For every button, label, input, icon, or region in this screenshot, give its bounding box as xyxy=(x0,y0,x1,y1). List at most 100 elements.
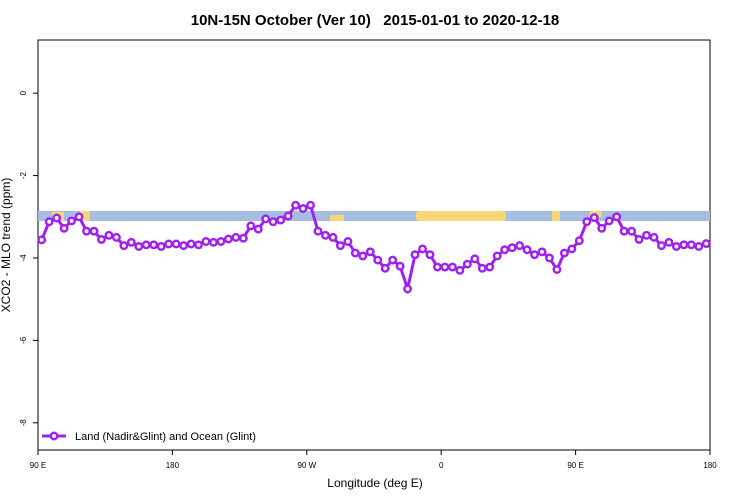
x-tick-label: 90 W xyxy=(297,461,316,470)
data-point xyxy=(186,239,196,249)
data-point xyxy=(657,241,666,251)
data-point xyxy=(216,237,226,246)
data-point xyxy=(634,234,644,244)
data-point xyxy=(567,244,577,254)
data-point xyxy=(358,251,368,261)
data-point xyxy=(59,223,69,233)
x-tick-label: 0 xyxy=(439,461,444,470)
data-point xyxy=(649,232,659,242)
data-point xyxy=(209,237,218,247)
data-point xyxy=(574,236,584,246)
data-point xyxy=(231,232,241,242)
data-point xyxy=(507,243,517,253)
data-point xyxy=(238,233,248,243)
data-point xyxy=(164,239,174,249)
data-point xyxy=(179,241,189,251)
data-point xyxy=(597,223,607,233)
data-point xyxy=(627,226,637,236)
data-point xyxy=(522,245,532,255)
data-point xyxy=(126,237,136,247)
land-patch xyxy=(80,211,90,221)
data-point xyxy=(246,221,256,231)
data-point xyxy=(470,254,480,264)
x-tick-label: 180 xyxy=(166,461,180,470)
data-point xyxy=(447,262,457,272)
y-axis-label: XCO2 - MLO trend (ppm) xyxy=(0,178,13,313)
data-point xyxy=(365,247,375,257)
data-point xyxy=(373,255,383,265)
data-point xyxy=(582,217,592,227)
data-point xyxy=(67,216,77,226)
data-point xyxy=(276,215,286,225)
land-patch xyxy=(552,211,560,221)
data-point xyxy=(52,213,62,223)
data-point xyxy=(380,263,390,273)
data-point xyxy=(335,241,345,251)
data-point xyxy=(485,262,495,272)
data-point xyxy=(298,204,308,213)
data-point xyxy=(701,239,711,249)
data-point xyxy=(440,262,450,272)
data-point xyxy=(343,237,353,246)
data-point xyxy=(141,240,151,250)
legend-marker xyxy=(49,431,59,441)
data-point xyxy=(306,200,315,210)
data-point xyxy=(97,234,106,244)
data-point xyxy=(119,241,129,251)
y-tick-label: 0 xyxy=(19,90,28,95)
data-point xyxy=(283,211,293,221)
data-point xyxy=(223,234,233,244)
data-point xyxy=(156,241,166,251)
data-point xyxy=(418,244,427,254)
data-point xyxy=(612,212,622,222)
data-point xyxy=(492,251,502,261)
y-tick-label: -4 xyxy=(19,254,28,262)
data-point xyxy=(321,230,330,240)
y-tick-label: -6 xyxy=(19,336,28,344)
x-tick-label: 90 E xyxy=(567,461,583,470)
data-point xyxy=(515,241,525,251)
data-point xyxy=(313,226,323,236)
data-point xyxy=(149,240,159,250)
data-point xyxy=(425,250,435,260)
data-point xyxy=(268,217,278,227)
data-point xyxy=(74,212,84,222)
data-point xyxy=(291,200,301,210)
data-point xyxy=(545,253,554,263)
data-point xyxy=(395,261,405,271)
data-point xyxy=(589,213,599,223)
data-point xyxy=(455,265,465,275)
data-point xyxy=(664,237,674,247)
data-point xyxy=(111,232,121,242)
y-tick-label: -8 xyxy=(19,419,28,427)
data-point xyxy=(559,248,569,258)
data-point xyxy=(328,232,338,242)
data-point xyxy=(500,245,510,255)
data-point xyxy=(37,235,47,245)
x-axis-label: Longitude (deg E) xyxy=(327,476,422,490)
data-point xyxy=(194,240,203,250)
land-patch xyxy=(330,215,344,221)
data-point xyxy=(642,230,651,240)
data-point xyxy=(134,241,144,251)
data-point xyxy=(530,250,539,260)
data-point xyxy=(44,217,54,227)
ocean-strip xyxy=(38,211,710,221)
data-point xyxy=(388,255,398,265)
data-point xyxy=(537,247,547,257)
land-patch xyxy=(416,211,506,221)
legend-label: Land (Nadir&Glint) and Ocean (Glint) xyxy=(75,431,256,443)
data-point xyxy=(89,226,99,236)
data-point xyxy=(679,240,689,250)
data-point xyxy=(433,262,442,272)
data-point xyxy=(686,240,696,250)
data-point xyxy=(171,239,181,249)
data-point xyxy=(604,216,614,226)
data-point xyxy=(82,226,91,236)
data-point xyxy=(410,250,420,260)
data-point xyxy=(201,237,211,246)
data-point xyxy=(694,241,704,251)
data-point xyxy=(477,263,487,273)
data-point xyxy=(403,284,413,294)
